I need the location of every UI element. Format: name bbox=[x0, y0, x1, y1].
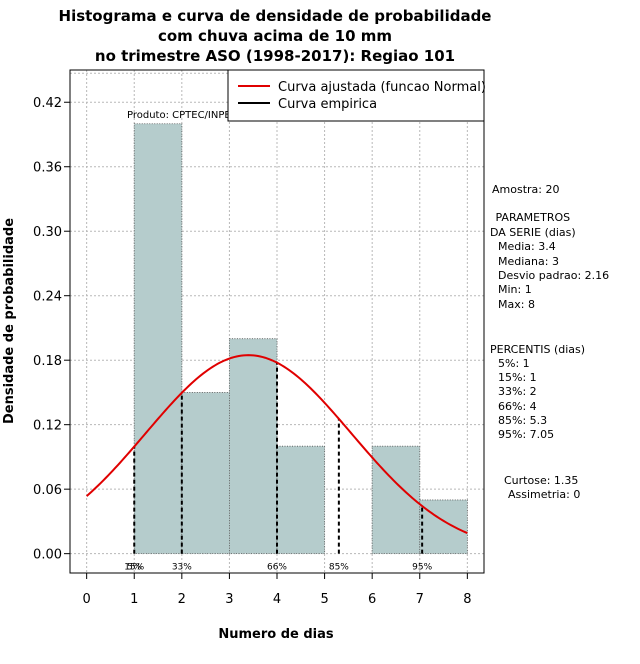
y-axis-title: Densidade de probabilidade bbox=[2, 218, 17, 424]
y-tick-label-0: 0.00 bbox=[33, 548, 62, 563]
y-tick-label-5: 0.30 bbox=[33, 225, 62, 240]
legend-box bbox=[227, 69, 485, 122]
histogram-bar-0 bbox=[133, 123, 183, 555]
param-max: Max: 8 bbox=[498, 298, 535, 311]
curtose: Curtose: 1.35 bbox=[504, 474, 578, 487]
y-tick-label-2: 0.12 bbox=[33, 419, 62, 434]
percentil-85: 85%: 5.3 bbox=[498, 414, 547, 427]
percentile-label-5: 95% bbox=[412, 563, 432, 573]
x-tick-label-6: 6 bbox=[368, 592, 376, 607]
legend: Curva ajustada (funcao Normal) Curva emp… bbox=[227, 69, 486, 122]
chart-title-line-3: no trimestre ASO (1998-2017): Regiao 101 bbox=[95, 47, 455, 65]
percentil-95: 95%: 7.05 bbox=[498, 428, 554, 441]
x-tick-label-7: 7 bbox=[416, 592, 424, 607]
param-mediana: Mediana: 3 bbox=[498, 255, 559, 268]
histogram-bars bbox=[133, 123, 468, 555]
y-tick-label-4: 0.24 bbox=[33, 290, 62, 305]
percentil-5: 5%: 1 bbox=[498, 357, 530, 370]
y-tick-label-1: 0.06 bbox=[33, 483, 62, 498]
histogram-bar-2 bbox=[229, 338, 278, 555]
x-tick-label-0: 0 bbox=[83, 592, 91, 607]
histogram-bar-1 bbox=[181, 392, 230, 555]
assimetria: Assimetria: 0 bbox=[508, 488, 580, 501]
param-desvio: Desvio padrao: 2.16 bbox=[498, 269, 609, 282]
y-axis: 0.00 0.06 0.12 0.18 0.24 0.30 0.36 0.42 bbox=[33, 96, 70, 563]
y-tick-label-6: 0.36 bbox=[33, 161, 62, 176]
percentis-title: PERCENTIS (dias) bbox=[490, 343, 585, 356]
percentile-label-4: 85% bbox=[329, 563, 349, 573]
legend-empirical-label: Curva empirica bbox=[278, 97, 377, 112]
fitted-normal-curve bbox=[85, 354, 468, 535]
percentil-66: 66%: 4 bbox=[498, 400, 537, 413]
histogram-bar-3 bbox=[276, 445, 325, 555]
statistics-panel: Amostra: 20 PARAMETROS DA SERIE (dias) M… bbox=[490, 183, 609, 501]
percentile-lines: 5%15% 33% 66% 85% 95% bbox=[124, 362, 433, 573]
x-tick-label-5: 5 bbox=[320, 592, 328, 607]
product-label: Produto: CPTEC/INPE bbox=[127, 110, 231, 121]
percentile-label-0: 5% bbox=[127, 563, 142, 573]
percentile-label-3: 66% bbox=[267, 563, 287, 573]
x-tick-label-4: 4 bbox=[273, 592, 281, 607]
percentile-label-1: 15% bbox=[124, 563, 144, 573]
sample-size: Amostra: 20 bbox=[492, 183, 559, 196]
chart-title-line-1: Histograma e curva de densidade de proba… bbox=[59, 7, 492, 25]
y-tick-label-7: 0.42 bbox=[33, 96, 62, 111]
x-tick-label-3: 3 bbox=[225, 592, 233, 607]
x-axis: 0 1 2 3 4 5 6 7 8 bbox=[83, 573, 471, 607]
percentile-label-2: 33% bbox=[172, 563, 192, 573]
param-media: Media: 3.4 bbox=[498, 240, 556, 253]
percentil-33: 33%: 2 bbox=[498, 385, 537, 398]
chart-title-line-2: com chuva acima de 10 mm bbox=[158, 27, 392, 45]
params-title-1: PARAMETROS bbox=[492, 211, 570, 224]
x-tick-label-8: 8 bbox=[463, 592, 471, 607]
histogram-bar-5 bbox=[371, 445, 421, 555]
x-tick-label-2: 2 bbox=[178, 592, 186, 607]
percentil-15: 15%: 1 bbox=[498, 371, 537, 384]
params-title-2: DA SERIE (dias) bbox=[490, 226, 576, 239]
histogram-bar-6 bbox=[419, 499, 468, 555]
legend-fitted-label: Curva ajustada (funcao Normal) bbox=[278, 80, 486, 95]
y-tick-label-3: 0.18 bbox=[33, 354, 62, 369]
fitted-curve-layer bbox=[85, 354, 468, 535]
param-min: Min: 1 bbox=[498, 283, 532, 296]
x-tick-label-1: 1 bbox=[130, 592, 138, 607]
x-axis-title: Numero de dias bbox=[218, 627, 334, 642]
